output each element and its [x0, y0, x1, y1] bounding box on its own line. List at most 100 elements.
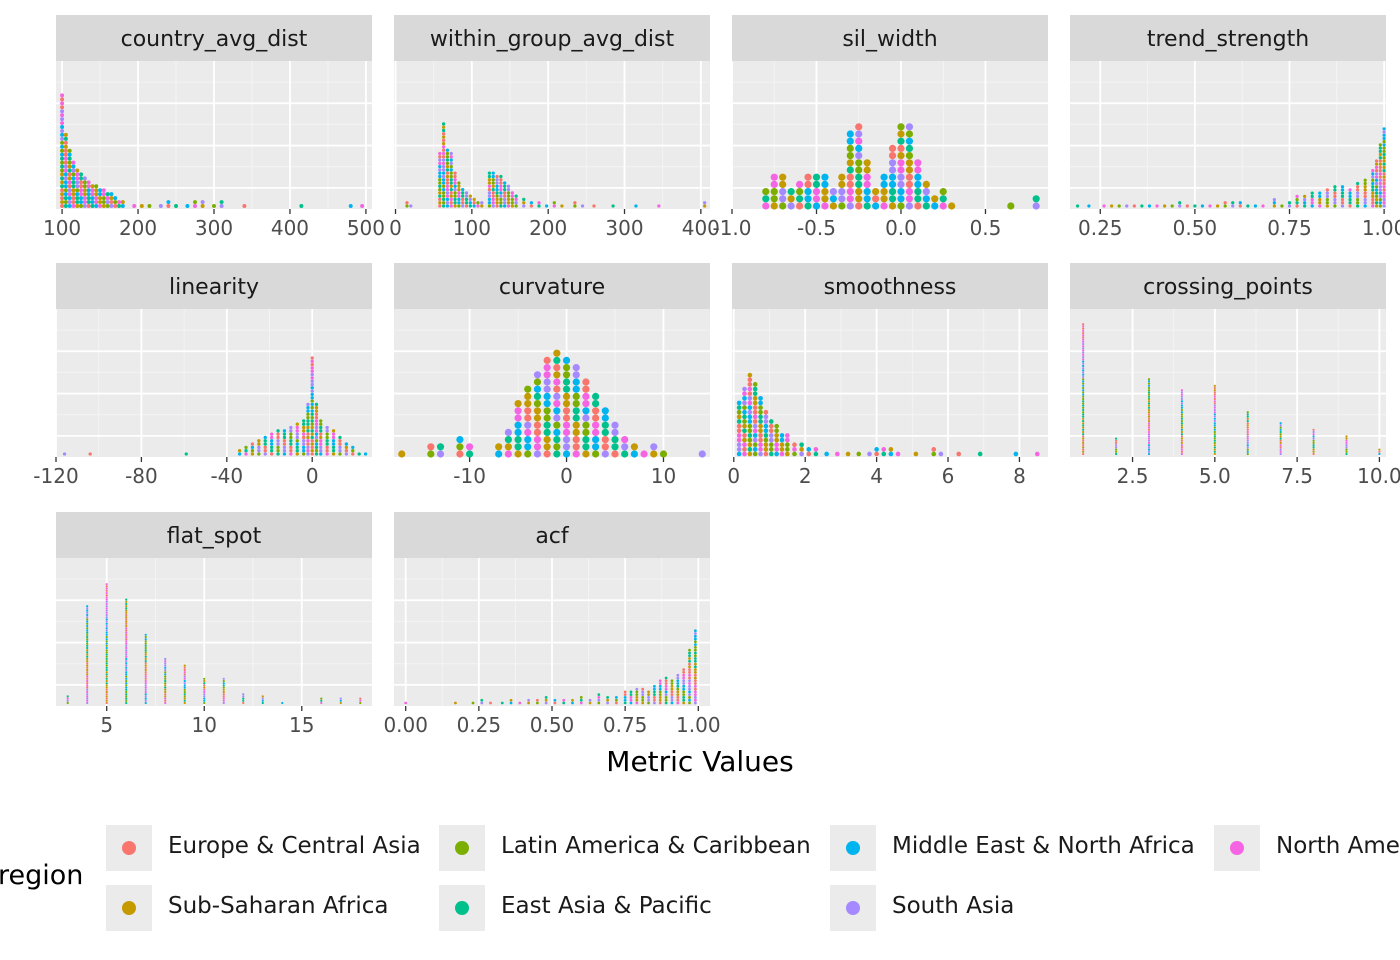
dot	[630, 443, 638, 451]
facet-strip-label: smoothness	[824, 275, 957, 300]
dot	[269, 445, 274, 450]
dot	[1082, 380, 1085, 383]
dot	[553, 414, 561, 422]
dot	[1180, 389, 1184, 392]
dot	[629, 690, 633, 694]
dot	[466, 443, 474, 451]
dot	[79, 184, 84, 189]
dot	[86, 660, 89, 663]
legend-key	[1214, 825, 1260, 871]
dot	[641, 698, 645, 702]
dot	[1378, 146, 1382, 150]
dot	[105, 701, 108, 705]
dot	[94, 184, 99, 189]
dot	[1246, 441, 1249, 445]
dot	[269, 435, 274, 440]
dot	[338, 439, 342, 443]
dot	[222, 682, 225, 685]
dot	[1246, 204, 1250, 208]
dot	[758, 419, 763, 424]
dot	[113, 200, 118, 205]
dot	[533, 385, 542, 393]
dot	[306, 409, 310, 413]
dot	[1082, 419, 1085, 423]
dot	[98, 188, 103, 193]
dot	[1371, 188, 1375, 192]
legend-label: Europe & Central Asia	[168, 833, 421, 859]
dot	[222, 679, 225, 683]
dot	[71, 172, 76, 177]
dot	[75, 196, 80, 201]
dot	[905, 123, 914, 131]
legend-label: North America	[1276, 833, 1400, 859]
dot	[1147, 452, 1151, 456]
dot	[457, 197, 461, 202]
dot	[441, 132, 446, 136]
dot	[1223, 204, 1227, 208]
dot	[314, 442, 319, 446]
dot	[747, 395, 753, 401]
dot	[60, 172, 65, 177]
dot	[1345, 450, 1348, 453]
dot	[863, 159, 871, 167]
dot	[1378, 201, 1382, 205]
dot	[1147, 404, 1151, 407]
dot	[688, 676, 691, 680]
dot	[601, 428, 609, 436]
dot	[888, 195, 897, 203]
dot	[693, 673, 697, 677]
dot	[314, 409, 319, 413]
dot	[592, 414, 600, 422]
dot	[125, 668, 128, 672]
dot	[1279, 437, 1282, 440]
dot	[1180, 433, 1184, 436]
dot	[774, 423, 779, 429]
dot	[105, 660, 108, 663]
dot	[1082, 356, 1085, 359]
dot	[1213, 428, 1216, 431]
dot	[763, 419, 769, 424]
dot	[67, 196, 72, 201]
dot	[445, 181, 450, 185]
dot	[553, 428, 561, 436]
dot	[105, 677, 108, 680]
dot	[1082, 424, 1085, 427]
dot	[1378, 185, 1382, 189]
dot	[222, 695, 225, 698]
dot	[736, 400, 742, 406]
dot	[219, 204, 224, 208]
dot	[144, 668, 147, 672]
dot	[1246, 415, 1249, 418]
dot	[60, 148, 65, 153]
dot	[339, 697, 342, 700]
legend-label: Latin America & Caribbean	[501, 833, 811, 859]
dot	[105, 693, 108, 696]
dot	[320, 701, 323, 705]
dot	[86, 688, 89, 691]
dot	[503, 204, 507, 208]
dot	[125, 618, 128, 621]
dot	[543, 364, 551, 372]
dot	[438, 194, 442, 198]
dot	[629, 696, 633, 699]
dot	[306, 406, 310, 410]
dot	[693, 634, 697, 638]
dot	[86, 605, 89, 608]
dot	[468, 204, 472, 208]
dot	[331, 449, 336, 453]
dot	[105, 629, 108, 632]
dot	[670, 701, 674, 705]
dot	[1213, 397, 1216, 401]
panel-background	[1070, 309, 1386, 457]
dot	[621, 443, 629, 451]
dot	[86, 662, 89, 665]
dot	[670, 696, 674, 699]
dot	[888, 447, 894, 452]
dot	[105, 675, 108, 678]
dot	[351, 452, 355, 456]
dot	[553, 371, 561, 379]
dot	[67, 168, 72, 173]
dot	[250, 445, 255, 450]
dot	[506, 184, 511, 188]
dot	[601, 450, 609, 458]
